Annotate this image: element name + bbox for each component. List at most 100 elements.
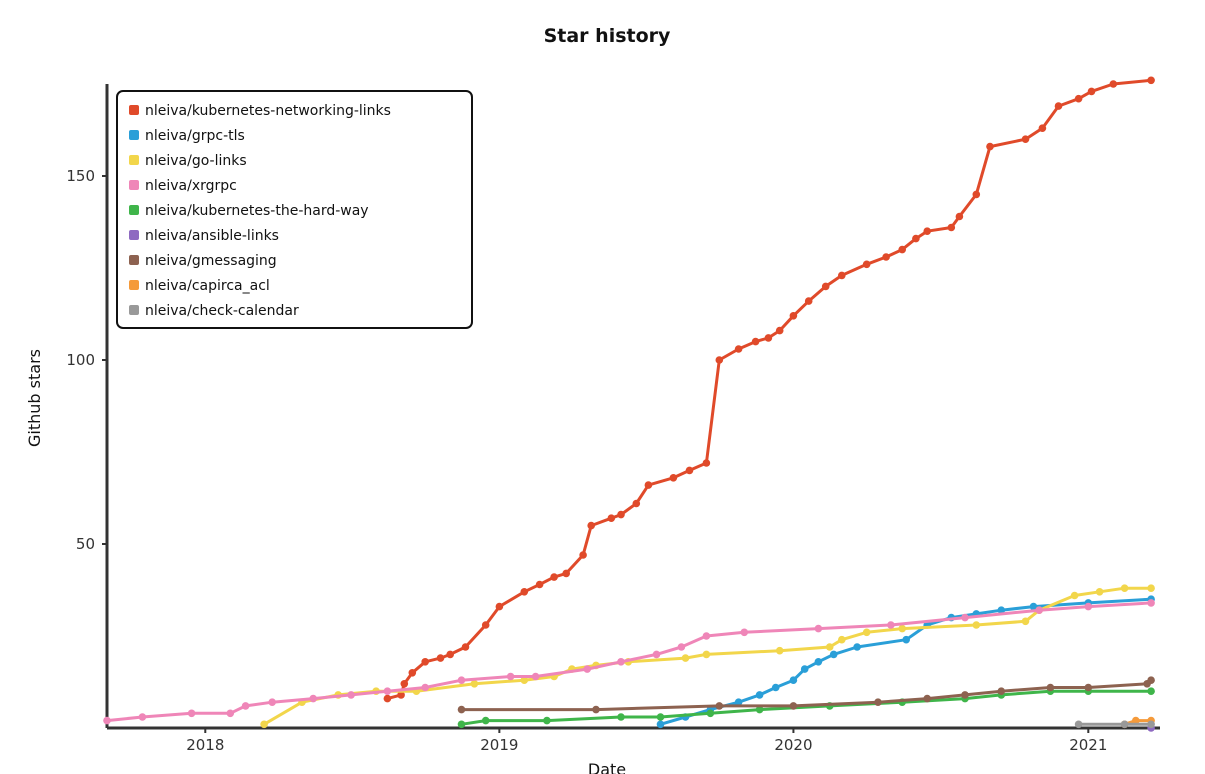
data-point [520,676,529,684]
data-point [652,650,661,659]
data-point [804,297,813,305]
data-point [583,665,591,673]
legend-label: nleiva/gmessaging [145,253,277,269]
data-point [997,606,1006,614]
data-point [1147,599,1155,607]
data-point [882,253,890,261]
data-point [1147,76,1155,85]
data-point [923,694,931,703]
data-point [771,683,780,692]
data-point [1132,716,1140,725]
data-point [1029,602,1038,611]
data-point [260,720,268,729]
data-point [1046,683,1055,692]
data-point [138,713,147,721]
data-point [656,720,665,729]
data-point [1070,591,1079,600]
data-point [961,613,969,622]
data-point [446,650,455,659]
legend-swatch [129,255,139,265]
data-point [457,720,466,729]
data-point [535,580,544,589]
data-point [461,643,470,651]
data-point [1147,687,1155,695]
data-point [1084,602,1093,611]
data-point [702,459,711,467]
legend-label: nleiva/go-links [145,153,247,169]
data-point [829,650,838,659]
data-point [1147,584,1155,592]
data-point [814,658,823,666]
data-point [1084,683,1093,692]
data-point [775,326,784,335]
series-nleiva-grpc-tls [656,595,1155,729]
data-point [1120,720,1129,729]
data-point [902,635,910,644]
data-point [470,680,479,688]
data-point [617,658,625,666]
chart-title: Star history [544,25,671,47]
chart-axes [105,84,1160,730]
data-point [997,687,1006,695]
legend-box [116,90,473,329]
legend-label: nleiva/ansible-links [145,228,279,244]
data-point [309,694,318,703]
data-point [562,569,570,578]
x-tick-label: 2020 [774,736,812,754]
legend-label: nleiva/capirca_acl [145,278,270,294]
x-axis-ticks: 2018 2019 2020 2021 [186,728,1107,754]
data-point [702,650,711,659]
x-axis-label: Date [588,760,626,774]
data-point [764,334,773,342]
data-point [898,245,906,254]
data-point [955,212,964,221]
data-point [457,676,466,684]
data-point [1021,617,1030,626]
data-point [838,271,846,280]
data-point [495,602,504,611]
series-nleiva-kubernetes-the-hard-way [457,687,1155,729]
data-point [751,337,760,346]
data-point [632,499,641,508]
legend-label: nleiva/kubernetes-networking-links [145,103,391,119]
series-nleiva-xrgrpc [103,599,1155,725]
data-point [775,646,784,655]
data-point [685,466,694,475]
data-point [226,709,235,718]
data-point [1109,80,1118,88]
data-point [520,588,529,596]
data-point [481,621,490,629]
data-point [874,698,882,706]
data-point [734,698,743,706]
data-point [187,709,196,718]
data-point [268,698,277,706]
data-point [887,621,895,629]
data-point [898,624,906,633]
data-point [1021,135,1030,143]
y-tick-label: 50 [76,535,95,553]
legend-items: nleiva/kubernetes-networking-links nleiva… [129,103,391,319]
data-point [740,628,749,637]
series-layer [103,76,1155,732]
legend-swatch [129,205,139,215]
data-point [677,643,686,651]
data-point [972,190,981,199]
legend-label: nleiva/check-calendar [145,303,299,319]
data-point [862,260,871,269]
data-point [947,223,956,232]
data-point [400,680,409,688]
data-point [397,691,405,699]
data-point [1074,720,1083,729]
data-point [814,624,823,633]
data-point [1087,87,1096,96]
legend-swatch [129,230,139,240]
data-point [825,643,834,651]
data-point [1095,588,1104,596]
data-point [1074,94,1083,103]
data-point [862,628,871,637]
legend-swatch [129,305,139,315]
legend-swatch [129,180,139,190]
legend-swatch [129,130,139,140]
legend-label: nleiva/grpc-tls [145,128,245,144]
data-point [421,683,430,692]
